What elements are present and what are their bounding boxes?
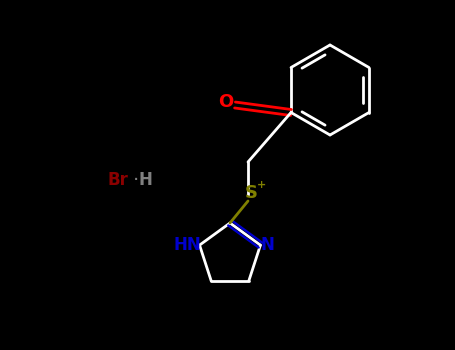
Text: ·: ·: [133, 170, 139, 189]
Text: Br: Br: [107, 171, 128, 189]
Text: +: +: [256, 180, 266, 190]
Text: HN: HN: [174, 236, 202, 254]
Text: H: H: [138, 171, 152, 189]
Text: O: O: [218, 93, 233, 111]
Text: N: N: [261, 236, 274, 254]
Text: S: S: [244, 184, 258, 202]
